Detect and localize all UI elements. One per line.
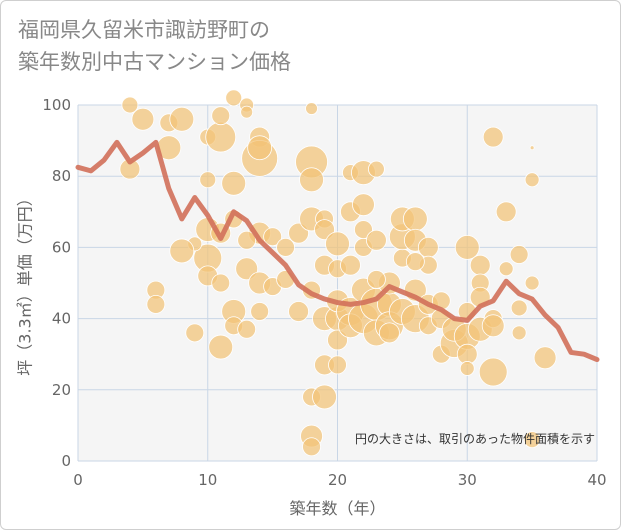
tick-labels: 0 10 20 30 40 0 20 40 60 80 100 <box>42 96 606 489</box>
y-tick-label: 100 <box>42 96 71 114</box>
bubble-point <box>288 301 309 322</box>
bubble-point <box>481 314 505 338</box>
bubble-point <box>325 231 350 257</box>
y-tick-label: 40 <box>52 310 71 328</box>
x-tick-label: 10 <box>198 471 217 489</box>
bubble-point <box>495 201 517 223</box>
bubble-point <box>305 102 318 115</box>
bubble-point <box>240 105 254 119</box>
bubble-point <box>235 257 259 281</box>
x-tick-label: 20 <box>328 471 347 489</box>
chart-title-line1: 福岡県久留米市諏訪野町の <box>18 18 270 42</box>
bubble-point <box>211 273 231 293</box>
bubble-point <box>312 384 337 410</box>
bubble-point <box>352 193 375 217</box>
bubble-point <box>208 334 234 360</box>
bubble-point <box>131 107 155 131</box>
bubble-point <box>529 145 535 151</box>
y-axis-label: 坪（3.3㎡）単価（万円） <box>16 190 35 375</box>
bubble-point <box>524 172 540 188</box>
bubble-point <box>328 355 347 375</box>
y-tick-label: 0 <box>61 452 71 470</box>
bubble-point <box>185 323 205 343</box>
x-tick-label: 0 <box>73 471 83 489</box>
bubble-point <box>469 254 491 276</box>
bubble-point <box>250 302 270 321</box>
bubble-point <box>199 171 217 189</box>
bubble-point <box>237 230 257 250</box>
bubble-point <box>533 346 557 370</box>
bubble-point <box>511 325 527 341</box>
bubble-point <box>367 270 386 289</box>
x-tick-label: 40 <box>587 471 606 489</box>
bubble-point <box>354 220 373 240</box>
trend-line <box>75 139 600 363</box>
bubble-point <box>498 261 514 277</box>
y-tick-label: 20 <box>52 381 71 399</box>
bubble-point <box>510 299 528 317</box>
bubble-point <box>482 126 504 148</box>
bubble-point <box>169 106 195 132</box>
bubble-series <box>119 89 557 457</box>
bubble-point <box>509 245 529 264</box>
y-tick-label: 80 <box>52 167 71 185</box>
bubble-point <box>169 238 195 264</box>
bubble-point <box>378 322 400 344</box>
bubble-point <box>299 167 324 193</box>
bubble-point <box>366 229 387 251</box>
bubble-point <box>276 237 296 257</box>
bubble-point <box>121 96 139 114</box>
x-axis-label: 築年数（年） <box>289 499 385 518</box>
bubble-point <box>459 361 475 376</box>
size-annotation: 円の大きさは、取引のあった物件面積を示す <box>355 431 595 446</box>
bubble-point <box>405 252 425 272</box>
x-tick-label: 30 <box>458 471 477 489</box>
y-tick-label: 60 <box>52 238 71 256</box>
bubble-point <box>523 431 541 449</box>
bubble-point <box>237 319 257 339</box>
bubble-point <box>302 437 321 457</box>
chart-title: 福岡県久留米市諏訪野町の 築年数別中古マンション価格 <box>18 14 291 78</box>
bubble-point <box>205 121 237 153</box>
bubble-point <box>211 106 231 126</box>
bubble-point <box>524 275 540 291</box>
bubble-point <box>263 227 283 247</box>
bubble-point <box>454 234 480 260</box>
bubble-point <box>146 294 166 314</box>
chart-title-line2: 築年数別中古マンション価格 <box>18 50 291 74</box>
bubble-point <box>402 206 428 232</box>
bubble-point <box>225 89 243 107</box>
bubble-point <box>478 357 508 387</box>
bubble-point <box>221 170 247 196</box>
bubble-point <box>247 135 273 161</box>
bubble-point <box>368 160 385 178</box>
bubble-point <box>340 254 361 276</box>
trend-line-series <box>75 139 600 363</box>
